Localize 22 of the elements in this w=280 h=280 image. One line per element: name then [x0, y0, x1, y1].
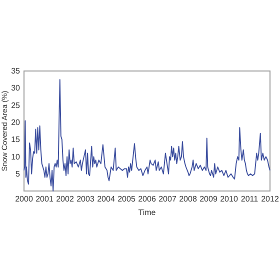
x-axis-title: Time — [138, 208, 156, 217]
y-tick-label: 35 — [11, 66, 21, 76]
y-tick-label: 10 — [11, 152, 21, 162]
x-tick-label: 2004 — [97, 194, 116, 204]
x-tick-label: 2001 — [36, 194, 54, 204]
x-tick-label: 2012 — [261, 194, 280, 204]
y-tick-label: 30 — [11, 84, 21, 93]
x-tick-label: 2011 — [240, 194, 259, 204]
x-tick-label: 2005 — [118, 194, 136, 204]
x-tick-label: 2000 — [15, 194, 34, 204]
y-tick-label: 20 — [11, 118, 21, 127]
x-tick-label: 2007 — [158, 194, 177, 204]
y-tick-label: 25 — [11, 100, 21, 110]
x-tick-label: 2010 — [220, 194, 238, 204]
x-tick-label: 2009 — [200, 194, 218, 204]
x-tick-label: 2006 — [138, 194, 156, 204]
x-tick-label: 2003 — [76, 194, 95, 204]
line-series — [24, 79, 270, 192]
y-tick-label: 5 — [16, 169, 21, 178]
x-tick-label: 2002 — [56, 194, 74, 204]
y-tick-label: 15 — [11, 135, 21, 144]
x-tick-label: 2008 — [179, 194, 198, 204]
